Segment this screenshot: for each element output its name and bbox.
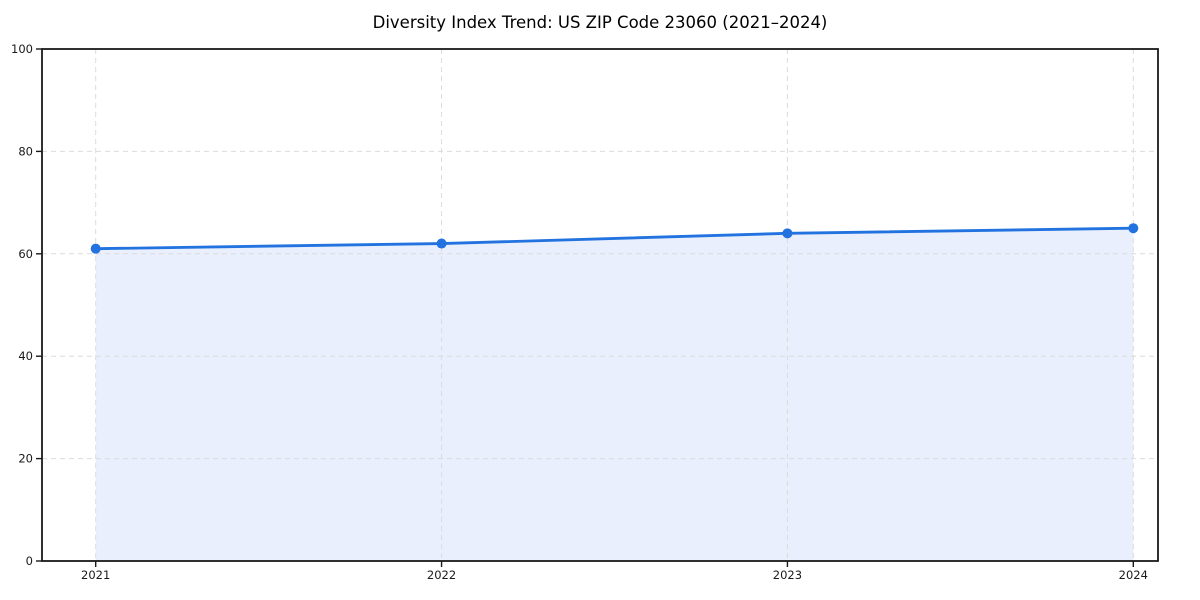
x-tick-label: 2021 xyxy=(81,568,110,582)
y-tick-label: 80 xyxy=(18,144,33,158)
trend-line xyxy=(94,226,1135,251)
gridline-layer xyxy=(42,49,1158,561)
axes-layer xyxy=(36,48,1159,567)
plot-border xyxy=(41,48,1159,562)
chart-title: Diversity Index Trend: US ZIP Code 23060… xyxy=(373,13,828,32)
data-point xyxy=(436,238,447,249)
area-fill-layer xyxy=(95,228,1134,561)
y-tick-label: 60 xyxy=(18,247,33,261)
tick-label-layer: 0 20 40 60 80 100 2021 2022 2023 2024 xyxy=(11,42,1148,582)
x-tick-label: 2024 xyxy=(1119,568,1148,582)
data-point xyxy=(782,228,793,239)
x-tick-label: 2022 xyxy=(427,568,456,582)
area-fill xyxy=(95,228,1134,561)
series-layer xyxy=(90,223,1139,254)
data-point xyxy=(1128,223,1139,234)
data-point xyxy=(90,243,101,254)
y-tick-label: 0 xyxy=(26,554,33,568)
y-tick-label: 100 xyxy=(11,42,33,56)
x-tick-label: 2023 xyxy=(773,568,802,582)
y-tick-label: 20 xyxy=(18,452,33,466)
y-tick-label: 40 xyxy=(18,349,33,363)
